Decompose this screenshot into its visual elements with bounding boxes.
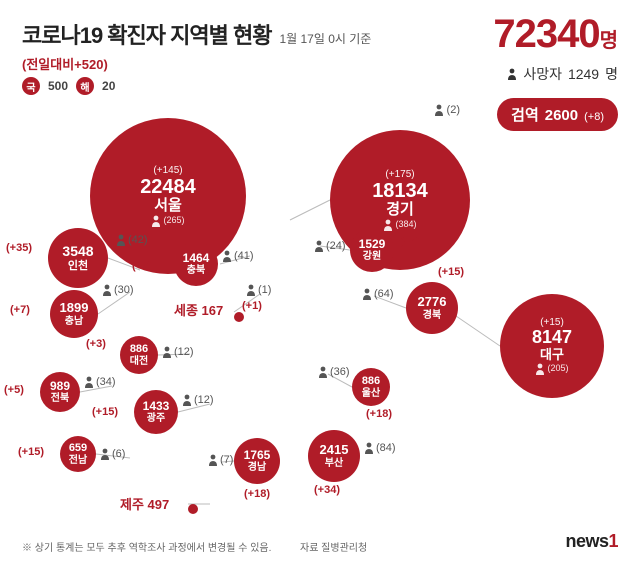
ext-deaths-chungnam: (30) [102,284,134,296]
ext-delta-gyeongbuk: (+15) [438,266,464,278]
ext-delta-jeonnam: (+15) [18,446,44,458]
bubble-name: 울산 [362,388,380,399]
bubble-name: 경북 [423,310,441,321]
bubble-value: 659 [69,442,87,454]
bubble-name: 대구 [540,348,564,362]
total-value: 72340 [493,12,599,56]
bubble-value: 1899 [60,301,89,315]
bubble-name: 충남 [65,316,83,327]
text-region-sejong: 세종 167 [174,300,223,319]
ext-deaths-gwangju: (12) [182,394,214,406]
map-area: (+145)22484서울(265) (+175)18134경기(384) (+15… [0,60,640,520]
bubble-delta: (+175) [385,169,414,180]
ext-deaths-incheon: (42) [116,234,148,246]
dot-jeju [188,504,198,514]
bubble-value: 22484 [140,176,196,198]
bubble-value: 2415 [320,443,349,457]
bubble-value: 3548 [62,244,93,259]
bubble-name: 인천 [68,260,88,272]
bubble-incheon: 3548인천 [48,228,108,288]
ext-deaths-busan: (84) [364,442,396,454]
ext-delta-busan: (+34) [314,484,340,496]
bubble-deaths: (384) [383,219,416,231]
bubble-chungnam: 1899충남 [50,290,98,338]
ext-delta-daejeon: (+3) [86,338,106,350]
bubble-name: 광주 [147,413,165,424]
footnote: ※ 상기 통계는 모두 추후 역학조사 과정에서 변경될 수 있음. [22,539,271,554]
bubble-name: 강원 [363,251,381,262]
bubble-name: 전북 [51,393,69,404]
bubble-value: 886 [362,375,380,387]
bubble-name: 대전 [130,356,148,367]
ext-deaths-sejong: (1) [246,284,271,296]
bubble-value: 1433 [143,400,170,413]
bubble-name: 경기 [386,202,414,219]
bubble-gwangju: 1433광주 [134,390,178,434]
bubble-delta: (+145) [153,165,182,176]
infographic-root: 코로나19 확진자 지역별 현황 1월 17일 0시 기준 (전일대비+520)… [0,0,640,566]
ext-deaths-gyeongbuk: (64) [362,288,394,300]
bubble-value: 989 [50,380,70,393]
total-confirmed: 72340명 [493,12,618,57]
ext-delta-gyeongnam: (+18) [244,488,270,500]
bubble-delta: (+15) [540,317,564,328]
bubble-value: 18134 [372,180,428,202]
bubble-jeonnam: 659전남 [60,436,96,472]
bubble-gyeongbuk: 2776경북 [406,282,458,334]
bubble-value: 886 [130,343,148,355]
bubble-name: 충북 [187,265,205,276]
text-region-jeju: 제주 497 [120,494,169,513]
page-title: 코로나19 확진자 지역별 현황 [22,18,271,50]
total-unit: 명 [600,30,618,52]
news1-logo: news1 [565,531,618,552]
source: 자료 질병관리청 [300,539,367,554]
bubble-value: 1464 [183,252,210,265]
ext-deaths-daejeon: (12) [162,346,194,358]
bubble-daegu: (+15)8147대구(205) [500,294,604,398]
ext-delta-jeonbuk: (+5) [4,384,24,396]
ext-delta-sejong: (+1) [242,300,262,312]
ext-deaths-chungbuk: (41) [222,250,254,262]
bubble-value: 1765 [244,449,271,462]
bubble-name: 서울 [154,198,182,215]
timestamp: 1월 17일 0시 기준 [279,30,371,47]
ext-delta-gwangju: (+15) [92,406,118,418]
bubble-deaths: (265) [151,215,184,227]
ext-delta-chungnam: (+7) [10,304,30,316]
bubble-chungbuk: 1464충북 [174,242,218,286]
bubble-jeonbuk: 989전북 [40,372,80,412]
bubble-name: 경남 [248,462,266,473]
bubble-deaths: (205) [535,363,568,375]
ext-delta-incheon: (+35) [6,242,32,254]
bubble-daejeon: 886대전 [120,336,158,374]
ext-deaths-jeonnam: (6) [100,448,125,460]
logo-suffix: 1 [608,531,618,551]
ext-deaths-gangwon: (24) [314,240,346,252]
ext-deaths-jeonbuk: (34) [84,376,116,388]
bubble-gyeongnam: 1765경남 [234,438,280,484]
logo-text: news [565,531,608,551]
bubble-ulsan: 886울산 [352,368,390,406]
bubble-gangwon: 1529강원 [350,228,394,272]
ext-delta-ulsan: (+18) [366,408,392,420]
bubble-busan: 2415부산 [308,430,360,482]
bubble-value: 8147 [532,328,572,348]
ext-delta-gangwon: (+4) [400,236,420,248]
ext-deaths-ulsan: (36) [318,366,350,378]
bubble-name: 전남 [69,455,87,466]
bubble-value: 1529 [359,238,386,251]
dot-sejong [234,312,244,322]
bubble-name: 부산 [325,458,343,469]
ext-deaths-gyeongnam: (7) [208,454,233,466]
bubble-value: 2776 [418,295,447,309]
ext-delta-chungbuk: (+7) [132,260,152,272]
